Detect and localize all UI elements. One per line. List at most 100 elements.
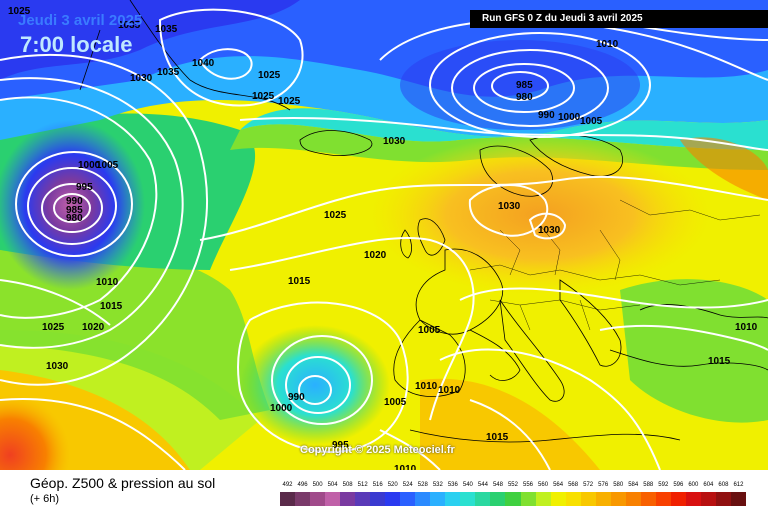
isobar-label: 980 [66, 213, 83, 224]
isobar-label: 1005 [418, 325, 441, 336]
isobar-label: 1010 [415, 381, 438, 392]
color-scale-bar [280, 492, 746, 506]
legend-title: Géop. Z500 & pression au sol [30, 475, 216, 491]
scale-label: 576 [598, 482, 609, 488]
scale-label: 556 [523, 482, 534, 488]
scale-swatch [490, 492, 506, 506]
isobar-label: 1025 [252, 91, 275, 102]
isobar-label: 1030 [383, 136, 406, 147]
scale-swatch [520, 492, 536, 506]
isobar-label: 1030 [538, 225, 561, 236]
forecast-date: Jeudi 3 avril 2025 [18, 12, 143, 29]
isobar-label: 1040 [192, 58, 215, 69]
isobar-label: 1015 [288, 276, 311, 287]
scale-label: 580 [613, 482, 624, 488]
isobar-label: 1010 [96, 277, 119, 288]
color-band-green-west [0, 250, 270, 420]
legend-subtitle: (+ 6h) [30, 493, 60, 505]
warm-spot-southwest [0, 395, 70, 470]
scale-swatch [655, 492, 671, 506]
scale-label: 496 [297, 482, 308, 488]
scale-label: 560 [538, 482, 549, 488]
scale-label: 532 [432, 482, 443, 488]
scale-label: 584 [628, 482, 639, 488]
scale-swatch [295, 492, 311, 506]
scale-label: 604 [703, 482, 714, 488]
scale-label: 548 [492, 482, 503, 488]
isobar-label: 1015 [708, 356, 731, 367]
isobar-label: 980 [516, 92, 533, 103]
scale-swatch [595, 492, 611, 506]
scale-swatch [355, 492, 371, 506]
scale-label: 520 [387, 482, 398, 488]
isobar-label: 995 [332, 440, 349, 451]
isobar-label: 1030 [46, 361, 69, 372]
isobar-label: 995 [76, 182, 93, 193]
coastlines [79, 0, 768, 443]
color-band-southeast [420, 378, 600, 470]
scale-swatch [625, 492, 641, 506]
scale-swatch [325, 492, 341, 506]
scale-swatch [730, 492, 746, 506]
scale-label: 508 [342, 482, 353, 488]
isobar-label: 1030 [130, 73, 153, 84]
isobar-label: 1020 [82, 322, 105, 333]
scale-swatch [460, 492, 476, 506]
isobar-label: 1005 [580, 116, 603, 127]
isobar-label: 1010 [596, 39, 619, 50]
isobar-label: 1030 [498, 201, 521, 212]
scale-label: 564 [553, 482, 564, 488]
scale-swatch [280, 492, 296, 506]
scale-swatch [715, 492, 731, 506]
scale-swatch [550, 492, 566, 506]
isobar-label: 990 [66, 196, 83, 207]
isobar-label: 1035 [157, 67, 180, 78]
scale-swatch [580, 492, 596, 506]
scale-label: 608 [718, 482, 729, 488]
scale-swatch [670, 492, 686, 506]
isobar-label: 1035 [118, 20, 141, 31]
isobar-label: 1015 [486, 432, 509, 443]
scale-swatch [445, 492, 461, 506]
scale-swatch [565, 492, 581, 506]
isobar-label: 990 [538, 110, 555, 121]
scale-swatch [310, 492, 326, 506]
scale-label: 552 [507, 482, 518, 488]
scale-label: 516 [372, 482, 383, 488]
scale-label: 536 [447, 482, 458, 488]
isobar-label: 1025 [278, 96, 301, 107]
scale-label: 592 [658, 482, 669, 488]
forecast-time: 7:00 locale [20, 32, 133, 57]
copyright-notice: Copyright © 2025 Meteociel.fr [300, 444, 455, 456]
color-band-green-north [240, 108, 768, 150]
scale-label: 588 [643, 482, 654, 488]
isobar-label: 1010 [438, 385, 461, 396]
scale-swatch [640, 492, 656, 506]
scale-label: 596 [673, 482, 684, 488]
isobar-label: 1035 [155, 24, 178, 35]
scale-label: 544 [477, 482, 488, 488]
isobar-label: 1020 [364, 250, 387, 261]
isobar-label: 1025 [8, 6, 31, 17]
scale-label: 492 [282, 482, 293, 488]
isobar-label: 1025 [324, 210, 347, 221]
isobar-label: 1025 [42, 322, 65, 333]
scale-swatch [505, 492, 521, 506]
scale-label: 612 [733, 482, 744, 488]
scale-swatch [340, 492, 356, 506]
isobar-label: 985 [66, 205, 83, 216]
scale-swatch [370, 492, 386, 506]
scale-label: 500 [312, 482, 323, 488]
color-band-navy-northwest [0, 0, 300, 80]
isobar-label: 1000 [558, 112, 581, 123]
scale-label: 600 [688, 482, 699, 488]
isobar-label: 1015 [100, 301, 123, 312]
scale-swatch [400, 492, 416, 506]
color-band-northeast-red [680, 137, 768, 200]
color-scale-labels: 492 496 500 504 508 512 516 520 524 528 532 536 540 5… [280, 479, 746, 491]
isobar-label: 1010 [394, 464, 417, 470]
scale-swatch [430, 492, 446, 506]
color-band-east-green [620, 279, 768, 423]
